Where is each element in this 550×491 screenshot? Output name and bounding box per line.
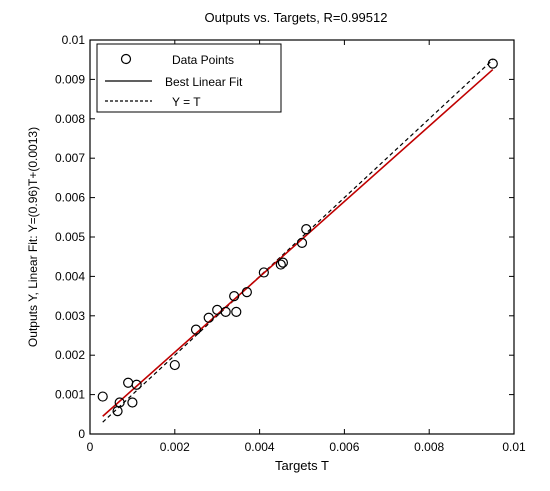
legend-label-identity: Y = T <box>172 95 201 109</box>
data-point <box>203 312 214 323</box>
y-axis: 0 0.001 0.002 0.003 0.004 0.005 0.006 0.007 0.00… <box>55 33 514 441</box>
data-point <box>229 291 240 302</box>
x-axis: 0 0.002 0.004 0.006 0.008 0.01 <box>87 40 526 454</box>
data-point <box>190 324 202 335</box>
data-point <box>97 391 108 402</box>
data-point <box>231 306 242 317</box>
data-point <box>487 58 498 69</box>
y-tick-label: 0.005 <box>55 230 85 244</box>
y-tick-label: 0.007 <box>55 151 85 165</box>
data-point <box>127 397 138 408</box>
x-tick-label: 0.01 <box>502 440 526 454</box>
data-point <box>220 306 231 317</box>
data-point <box>275 259 286 270</box>
y-axis-label: Outputs Y, Linear Fit: Y=(0.96)T+(0.0013… <box>26 127 40 347</box>
y-tick-label: 0.002 <box>55 348 85 362</box>
data-point <box>296 237 308 249</box>
x-tick-label: 0.006 <box>329 440 359 454</box>
data-point <box>241 287 252 298</box>
x-tick-label: 0 <box>87 440 94 454</box>
x-tick-label: 0.002 <box>160 440 190 454</box>
x-tick-label: 0.008 <box>414 440 444 454</box>
y-tick-label: 0.001 <box>55 388 85 402</box>
x-tick-label: 0.004 <box>245 440 275 454</box>
legend: Data Points Best Linear Fit Y = T <box>96 43 282 113</box>
x-axis-label: Targets T <box>275 458 329 473</box>
y-tick-label: 0.004 <box>55 269 85 283</box>
data-point <box>301 224 312 235</box>
data-points <box>97 58 498 417</box>
data-point <box>131 379 142 390</box>
y-tick-label: 0.008 <box>55 112 85 126</box>
y-tick-label: 0.003 <box>55 309 85 323</box>
y-tick-label: 0.006 <box>55 191 85 205</box>
y-tick-label: 0 <box>78 427 85 441</box>
legend-label-fit: Best Linear Fit <box>165 75 243 89</box>
data-point <box>169 359 180 371</box>
y-tick-label: 0.01 <box>62 33 86 47</box>
legend-label-data-points: Data Points <box>172 53 234 67</box>
chart-title: Outputs vs. Targets, R=0.99512 <box>205 10 388 25</box>
data-point <box>277 257 289 268</box>
data-point <box>258 267 269 278</box>
data-point <box>114 397 125 408</box>
y-tick-label: 0.009 <box>55 72 85 86</box>
legend-marker-data-points <box>120 53 132 65</box>
